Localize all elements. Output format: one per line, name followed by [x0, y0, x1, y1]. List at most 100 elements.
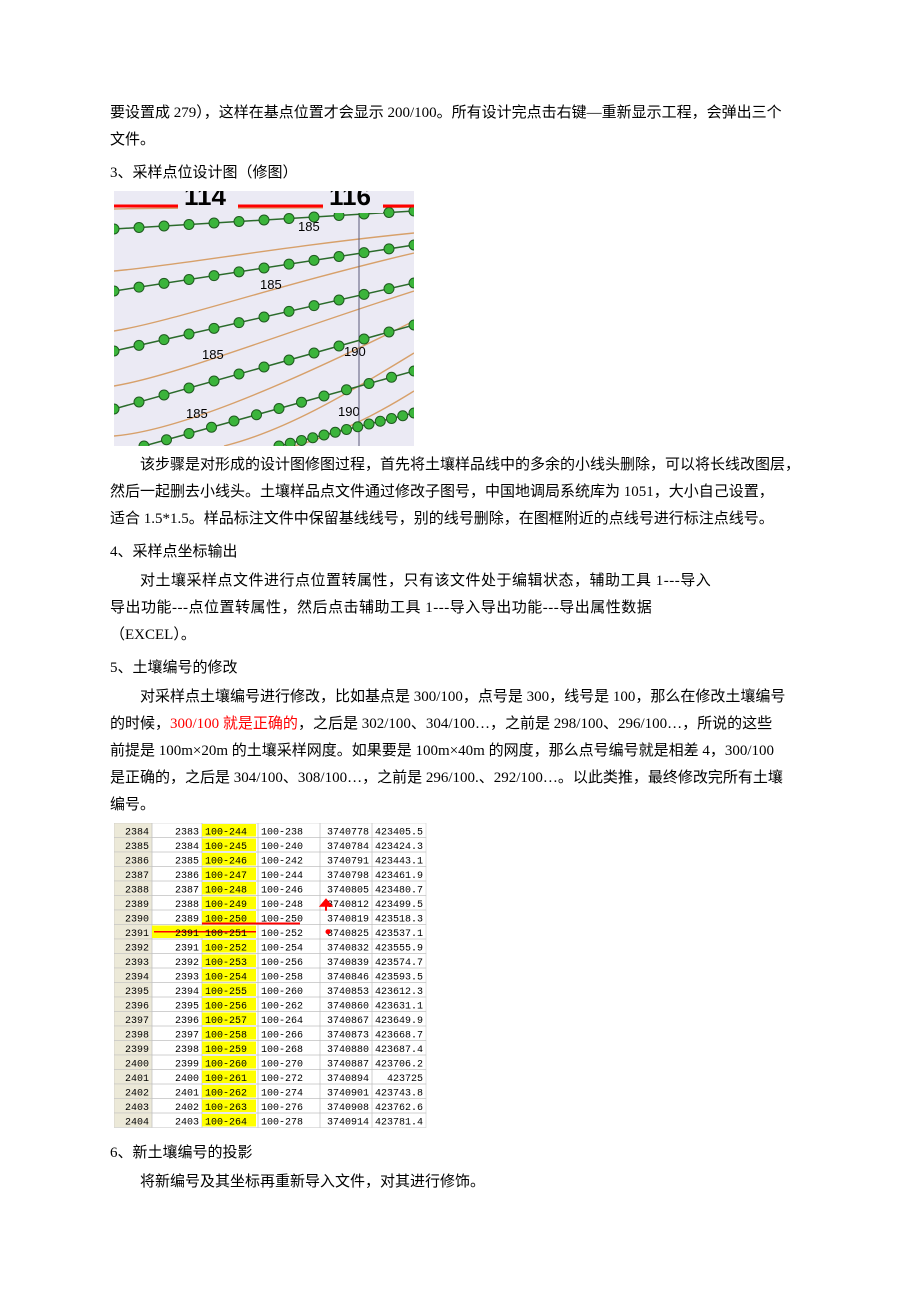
svg-text:2384: 2384	[175, 842, 199, 853]
svg-text:423424.3: 423424.3	[375, 842, 423, 853]
svg-text:2396: 2396	[175, 1016, 199, 1027]
svg-text:2403: 2403	[175, 1118, 199, 1129]
sec5-para-l5: 编号。	[110, 792, 830, 819]
svg-text:2401: 2401	[125, 1074, 149, 1085]
svg-text:2394: 2394	[125, 973, 149, 984]
svg-text:2398: 2398	[175, 1045, 199, 1056]
svg-text:423405.5: 423405.5	[375, 828, 423, 839]
svg-text:423461.9: 423461.9	[375, 871, 423, 882]
svg-text:423743.8: 423743.8	[375, 1089, 423, 1100]
svg-text:423537.1: 423537.1	[375, 929, 423, 940]
svg-text:100-255: 100-255	[205, 987, 247, 998]
svg-text:2394: 2394	[175, 987, 199, 998]
svg-text:100-248: 100-248	[261, 900, 303, 911]
svg-text:2398: 2398	[125, 1031, 149, 1042]
svg-text:100-262: 100-262	[261, 1002, 303, 1013]
svg-text:100-254: 100-254	[261, 944, 303, 955]
svg-text:3740846: 3740846	[327, 973, 369, 984]
svg-text:100-256: 100-256	[261, 958, 303, 969]
svg-text:100-240: 100-240	[261, 842, 303, 853]
sec3-para-l1: 该步骤是对形成的设计图修图过程，首先将土壤样品线中的多余的小线头删除，可以将长线…	[110, 452, 830, 479]
svg-text:423631.1: 423631.1	[375, 1002, 423, 1013]
svg-text:185: 185	[202, 347, 224, 362]
svg-text:100-252: 100-252	[261, 929, 303, 940]
svg-text:100-247: 100-247	[205, 871, 247, 882]
intro-line2: 文件。	[110, 127, 830, 154]
svg-text:2388: 2388	[175, 900, 199, 911]
svg-text:185: 185	[260, 277, 282, 292]
svg-text:100-276: 100-276	[261, 1103, 303, 1114]
sec5-heading: 5、土壤编号的修改	[110, 655, 830, 682]
svg-text:100-260: 100-260	[261, 987, 303, 998]
svg-text:2391: 2391	[175, 929, 199, 940]
svg-text:2395: 2395	[125, 987, 149, 998]
svg-text:2387: 2387	[175, 886, 199, 897]
svg-text:100-244: 100-244	[261, 871, 303, 882]
svg-text:100-278: 100-278	[261, 1118, 303, 1129]
svg-text:2397: 2397	[175, 1031, 199, 1042]
svg-text:190: 190	[338, 404, 360, 419]
svg-text:100-245: 100-245	[205, 842, 247, 853]
svg-text:423518.3: 423518.3	[375, 915, 423, 926]
svg-text:2392: 2392	[125, 944, 149, 955]
svg-text:423706.2: 423706.2	[375, 1060, 423, 1071]
svg-text:3740914: 3740914	[327, 1118, 369, 1129]
svg-text:423593.5: 423593.5	[375, 973, 423, 984]
svg-text:100-274: 100-274	[261, 1089, 303, 1100]
svg-text:3740873: 3740873	[327, 1031, 369, 1042]
svg-text:100-261: 100-261	[205, 1074, 247, 1085]
svg-text:3740819: 3740819	[327, 915, 369, 926]
svg-text:3740784: 3740784	[327, 842, 369, 853]
svg-text:2397: 2397	[125, 1016, 149, 1027]
svg-text:423443.1: 423443.1	[375, 857, 423, 868]
svg-text:100-246: 100-246	[205, 857, 247, 868]
svg-text:3740901: 3740901	[327, 1089, 369, 1100]
svg-text:100-268: 100-268	[261, 1045, 303, 1056]
svg-text:100-254: 100-254	[205, 973, 247, 984]
svg-text:100-256: 100-256	[205, 1002, 247, 1013]
svg-text:100-263: 100-263	[205, 1103, 247, 1114]
sec6-heading: 6、新土壤编号的投影	[110, 1140, 830, 1167]
svg-text:2385: 2385	[125, 842, 149, 853]
svg-text:423687.4: 423687.4	[375, 1045, 423, 1056]
svg-text:3740805: 3740805	[327, 886, 369, 897]
svg-text:423612.3: 423612.3	[375, 987, 423, 998]
svg-text:100-266: 100-266	[261, 1031, 303, 1042]
svg-text:100-259: 100-259	[205, 1045, 247, 1056]
svg-text:2392: 2392	[175, 958, 199, 969]
svg-text:2399: 2399	[125, 1045, 149, 1056]
svg-text:2384: 2384	[125, 828, 149, 839]
svg-text:3740798: 3740798	[327, 871, 369, 882]
svg-text:3740853: 3740853	[327, 987, 369, 998]
svg-text:3740880: 3740880	[327, 1045, 369, 1056]
svg-text:3740812: 3740812	[327, 900, 369, 911]
svg-text:100-246: 100-246	[261, 886, 303, 897]
sec6-para: 将新编号及其坐标再重新导入文件，对其进行修饰。	[110, 1169, 830, 1196]
svg-text:2390: 2390	[125, 915, 149, 926]
svg-text:423781.4: 423781.4	[375, 1118, 423, 1129]
svg-text:3740867: 3740867	[327, 1016, 369, 1027]
svg-text:2404: 2404	[125, 1118, 149, 1129]
svg-text:3740839: 3740839	[327, 958, 369, 969]
svg-text:423762.6: 423762.6	[375, 1103, 423, 1114]
svg-text:2395: 2395	[175, 1002, 199, 1013]
svg-text:2400: 2400	[175, 1074, 199, 1085]
svg-text:3740894: 3740894	[327, 1074, 369, 1085]
svg-text:423574.7: 423574.7	[375, 958, 423, 969]
svg-text:2401: 2401	[175, 1089, 199, 1100]
svg-text:423499.5: 423499.5	[375, 900, 423, 911]
svg-text:2399: 2399	[175, 1060, 199, 1071]
svg-text:2386: 2386	[175, 871, 199, 882]
svg-text:100-242: 100-242	[261, 857, 303, 868]
sec5-para-l2: 的时候，300/100 就是正确的，之后是 302/100、304/100…，之…	[110, 711, 830, 738]
svg-text:2389: 2389	[175, 915, 199, 926]
svg-text:100-238: 100-238	[261, 828, 303, 839]
svg-text:100-258: 100-258	[261, 973, 303, 984]
sec5-para-l4: 是正确的，之后是 304/100、308/100…，之前是 296/100.、2…	[110, 765, 830, 792]
svg-text:100-251: 100-251	[205, 929, 247, 940]
sec5-para-l3: 前提是 100m×20m 的土壤采样网度。如果要是 100m×40m 的网度，那…	[110, 738, 830, 765]
sec3-para-l2: 然后一起删去小线头。土壤样品点文件通过修改子图号，中国地调局系统库为 1051，…	[110, 479, 830, 506]
svg-text:2387: 2387	[125, 871, 149, 882]
soil-number-table: 23842383100-244100-2383740778423405.5238…	[114, 823, 486, 1134]
svg-text:2391: 2391	[175, 944, 199, 955]
